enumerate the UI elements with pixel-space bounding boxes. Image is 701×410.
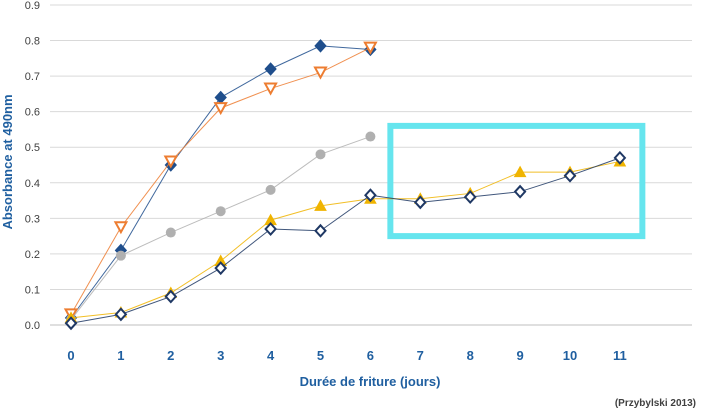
- data-point: [115, 250, 126, 261]
- data-point: [613, 150, 627, 165]
- series-line: [70, 160, 621, 319]
- x-tick-label: 1: [117, 348, 124, 363]
- x-tick-label: 2: [167, 348, 174, 363]
- x-tick-label: 6: [367, 348, 374, 363]
- y-tick-label: 0.9: [25, 0, 40, 12]
- data-point: [264, 62, 277, 76]
- gridlines: [50, 4, 692, 326]
- y-tick-label: 0.0: [25, 320, 40, 332]
- data-point: [513, 184, 527, 199]
- data-point: [264, 222, 277, 236]
- data-point: [214, 90, 227, 105]
- data-point: [314, 199, 327, 211]
- data-point: [64, 316, 78, 331]
- source-citation: (Przybylski 2013): [615, 398, 696, 409]
- series-line: [70, 157, 621, 324]
- data-point: [215, 206, 226, 217]
- highlight-box: [387, 122, 646, 240]
- x-axis-title: Durée de friture (jours): [300, 374, 441, 389]
- y-tick-label: 0.1: [25, 284, 40, 296]
- x-tick-label: 11: [613, 348, 627, 363]
- data-point: [165, 227, 176, 238]
- data-point: [413, 195, 427, 210]
- data-point: [114, 307, 128, 322]
- data-point: [513, 165, 527, 178]
- x-tick-label: 0: [67, 348, 74, 363]
- series-3: [66, 131, 376, 325]
- x-tick-label: 10: [563, 348, 577, 363]
- y-tick-label: 0.3: [25, 213, 40, 225]
- series-4: [64, 154, 627, 323]
- data-point: [365, 131, 376, 142]
- y-tick-label: 0.6: [25, 107, 40, 119]
- data-point: [164, 289, 178, 304]
- y-axis-title: Absorbance at 490nm: [0, 94, 15, 229]
- data-point: [463, 190, 477, 204]
- data-point: [113, 221, 129, 235]
- x-tick-label: 3: [217, 348, 224, 363]
- x-tick-label: 4: [267, 348, 275, 363]
- data-point: [314, 223, 327, 238]
- data-point: [364, 188, 377, 203]
- series-2: [63, 41, 378, 322]
- data-point: [163, 155, 178, 169]
- highlight-region: [387, 122, 646, 240]
- series-line: [70, 136, 371, 320]
- data-point: [263, 82, 278, 96]
- x-tick-label: 7: [417, 348, 424, 363]
- y-tick-label: 0.2: [25, 249, 40, 261]
- series-group: [63, 39, 627, 331]
- y-tick-label: 0.4: [25, 178, 40, 190]
- data-point: [313, 66, 328, 80]
- data-point: [315, 149, 326, 160]
- x-tick-label: 9: [516, 348, 523, 363]
- series-1: [64, 39, 377, 325]
- y-tick-label: 0.5: [25, 142, 40, 154]
- data-point: [314, 39, 327, 53]
- x-axis-ticks: 0 1 2 3 4 5 6 7 8 9 10 11: [67, 348, 626, 363]
- data-point: [214, 261, 228, 276]
- series-5: [64, 150, 627, 331]
- y-tick-label: 0.7: [25, 71, 40, 83]
- y-axis-ticks: 0.0 0.1 0.2 0.3 0.4 0.5 0.6 0.7 0.8 0.9: [25, 0, 40, 332]
- x-tick-label: 5: [317, 348, 324, 363]
- data-point: [213, 102, 228, 116]
- y-tick-label: 0.8: [25, 36, 40, 48]
- data-point: [563, 168, 577, 183]
- data-point: [265, 184, 276, 195]
- data-point: [363, 41, 378, 55]
- series-line: [70, 45, 371, 319]
- x-tick-label: 8: [467, 348, 474, 363]
